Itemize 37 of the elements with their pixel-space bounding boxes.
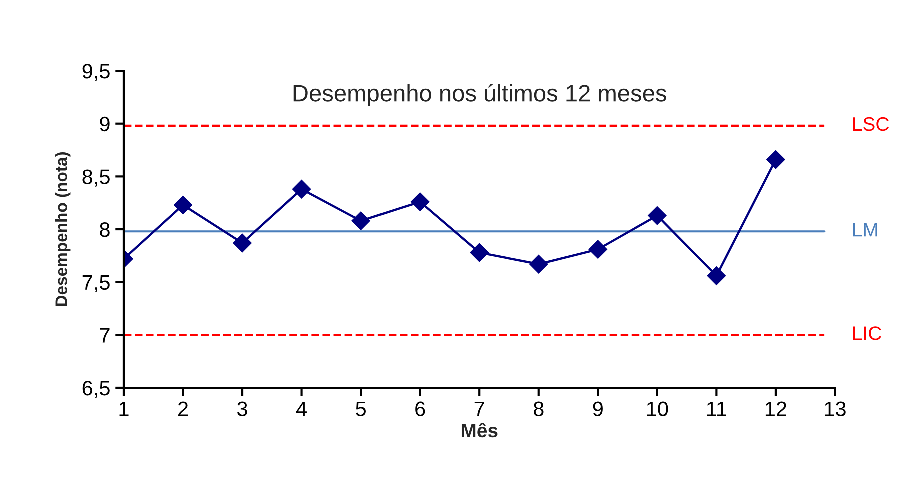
x-tick-label: 13 <box>825 402 846 416</box>
y-tick-label: 8 <box>100 222 110 238</box>
x-tick-label: 3 <box>238 402 248 416</box>
y-tick-label: 9 <box>100 116 110 132</box>
point <box>530 255 548 274</box>
x-tick-label: 2 <box>178 402 188 416</box>
point <box>648 206 667 226</box>
y-tick-label: 8,5 <box>82 170 110 187</box>
point <box>233 234 252 253</box>
x-tick-label: 10 <box>647 402 668 416</box>
y-tick-label: 7,5 <box>82 276 110 293</box>
point <box>588 240 608 259</box>
x-tick-label: 6 <box>416 402 426 416</box>
point <box>292 180 312 199</box>
text: Desempenho nos últimos 12 meses <box>294 84 666 106</box>
y-axis-title: Desempenho (nota) <box>55 152 71 306</box>
point <box>766 150 786 170</box>
x-tick-label: 8 <box>534 402 544 416</box>
point <box>410 192 430 212</box>
point <box>470 243 489 262</box>
ref-line-label: LM <box>853 223 878 237</box>
ref-line-label: LSC <box>853 117 889 132</box>
x-tick-label: 5 <box>356 402 366 416</box>
x-tick-label: 9 <box>593 402 603 416</box>
y-tick-label: 7 <box>100 328 110 343</box>
ref-line-label: LIC <box>853 326 882 340</box>
x-tick-label: 11 <box>707 402 726 416</box>
point <box>707 266 726 286</box>
x-axis-title: Mês <box>462 422 498 438</box>
x-tick-label: 4 <box>296 402 307 416</box>
y-tick-label: 6,5 <box>82 380 110 398</box>
x-tick-label: 12 <box>766 402 786 416</box>
y-tick-label: 9,5 <box>82 64 110 82</box>
point <box>174 196 193 215</box>
point <box>352 212 370 230</box>
x-tick-label: 7 <box>474 402 484 416</box>
x-tick-label: 1 <box>120 402 129 416</box>
